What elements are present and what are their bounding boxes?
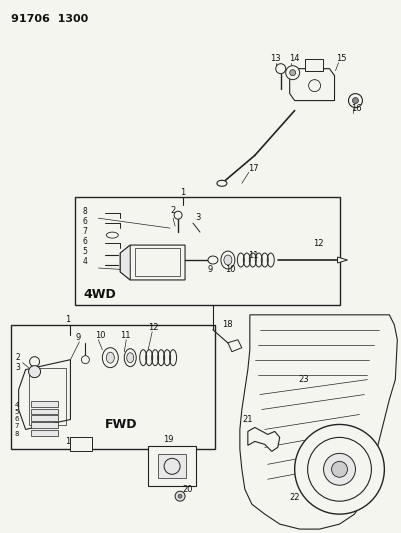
Text: 17: 17	[248, 164, 259, 173]
Circle shape	[276, 64, 286, 74]
Text: 18: 18	[222, 320, 233, 329]
Text: 2: 2	[16, 353, 20, 362]
Bar	[30, 416, 59, 422]
Text: 7: 7	[15, 423, 19, 430]
Polygon shape	[11, 325, 215, 449]
Bar	[71, 438, 92, 451]
Text: 3: 3	[195, 213, 200, 222]
Text: 2: 2	[170, 206, 175, 215]
Polygon shape	[240, 310, 400, 532]
Circle shape	[290, 70, 296, 76]
Circle shape	[332, 462, 348, 477]
Text: FWD: FWD	[105, 418, 138, 431]
Bar	[135, 248, 180, 276]
Text: 11: 11	[120, 331, 131, 340]
Bar	[30, 400, 59, 407]
Polygon shape	[240, 315, 397, 529]
Polygon shape	[248, 427, 280, 451]
Bar	[305, 59, 322, 71]
Ellipse shape	[124, 349, 136, 367]
Ellipse shape	[224, 255, 232, 265]
Circle shape	[175, 491, 185, 501]
Polygon shape	[120, 245, 185, 280]
Ellipse shape	[221, 251, 235, 269]
Polygon shape	[120, 245, 130, 280]
Polygon shape	[338, 257, 348, 263]
Text: 6: 6	[83, 216, 87, 225]
Text: 14: 14	[289, 54, 299, 63]
Ellipse shape	[217, 180, 227, 186]
Text: 20: 20	[182, 484, 192, 494]
Text: 13: 13	[270, 54, 280, 63]
Bar	[30, 431, 59, 437]
Text: 1: 1	[180, 188, 186, 197]
Ellipse shape	[106, 232, 118, 238]
Text: 3: 3	[16, 363, 20, 372]
Text: 12: 12	[313, 239, 323, 248]
Text: 11: 11	[248, 251, 258, 260]
Text: 6: 6	[15, 416, 19, 423]
Text: 16: 16	[351, 104, 362, 113]
Circle shape	[81, 356, 89, 364]
Circle shape	[28, 366, 41, 377]
Text: 8: 8	[83, 207, 87, 216]
Text: 5: 5	[83, 247, 87, 255]
Bar	[75, 197, 340, 305]
Text: 10: 10	[225, 265, 235, 274]
Text: 22: 22	[290, 492, 300, 502]
Circle shape	[324, 454, 355, 485]
Polygon shape	[290, 69, 334, 101]
Circle shape	[286, 66, 300, 79]
Text: 7: 7	[83, 227, 87, 236]
Circle shape	[295, 424, 385, 514]
Text: 5: 5	[15, 409, 19, 416]
Text: 1: 1	[65, 316, 71, 324]
Text: 19: 19	[163, 435, 174, 444]
Text: 4WD: 4WD	[83, 288, 116, 301]
Text: 91706  1300: 91706 1300	[11, 14, 88, 24]
Ellipse shape	[208, 256, 218, 264]
Bar	[148, 446, 196, 486]
Text: 18: 18	[65, 437, 76, 446]
Circle shape	[174, 211, 182, 219]
Circle shape	[308, 438, 371, 501]
Ellipse shape	[102, 348, 118, 368]
Ellipse shape	[127, 353, 134, 362]
Circle shape	[352, 98, 358, 103]
Circle shape	[178, 494, 182, 498]
Bar	[30, 408, 59, 415]
Text: 4: 4	[83, 256, 87, 265]
Text: 4: 4	[15, 401, 19, 408]
Polygon shape	[228, 340, 242, 352]
Bar	[158, 454, 186, 478]
Bar	[28, 368, 67, 425]
Text: 10: 10	[95, 331, 106, 340]
Polygon shape	[18, 360, 71, 430]
Text: 6: 6	[83, 237, 87, 246]
Text: 21: 21	[243, 415, 253, 424]
Text: 12: 12	[148, 324, 159, 332]
Text: 23: 23	[299, 375, 309, 384]
Text: 9: 9	[208, 265, 213, 274]
Bar	[30, 423, 59, 429]
Text: 9: 9	[75, 333, 81, 342]
Ellipse shape	[106, 352, 114, 363]
Text: 8: 8	[15, 431, 19, 438]
Text: 15: 15	[336, 54, 347, 63]
